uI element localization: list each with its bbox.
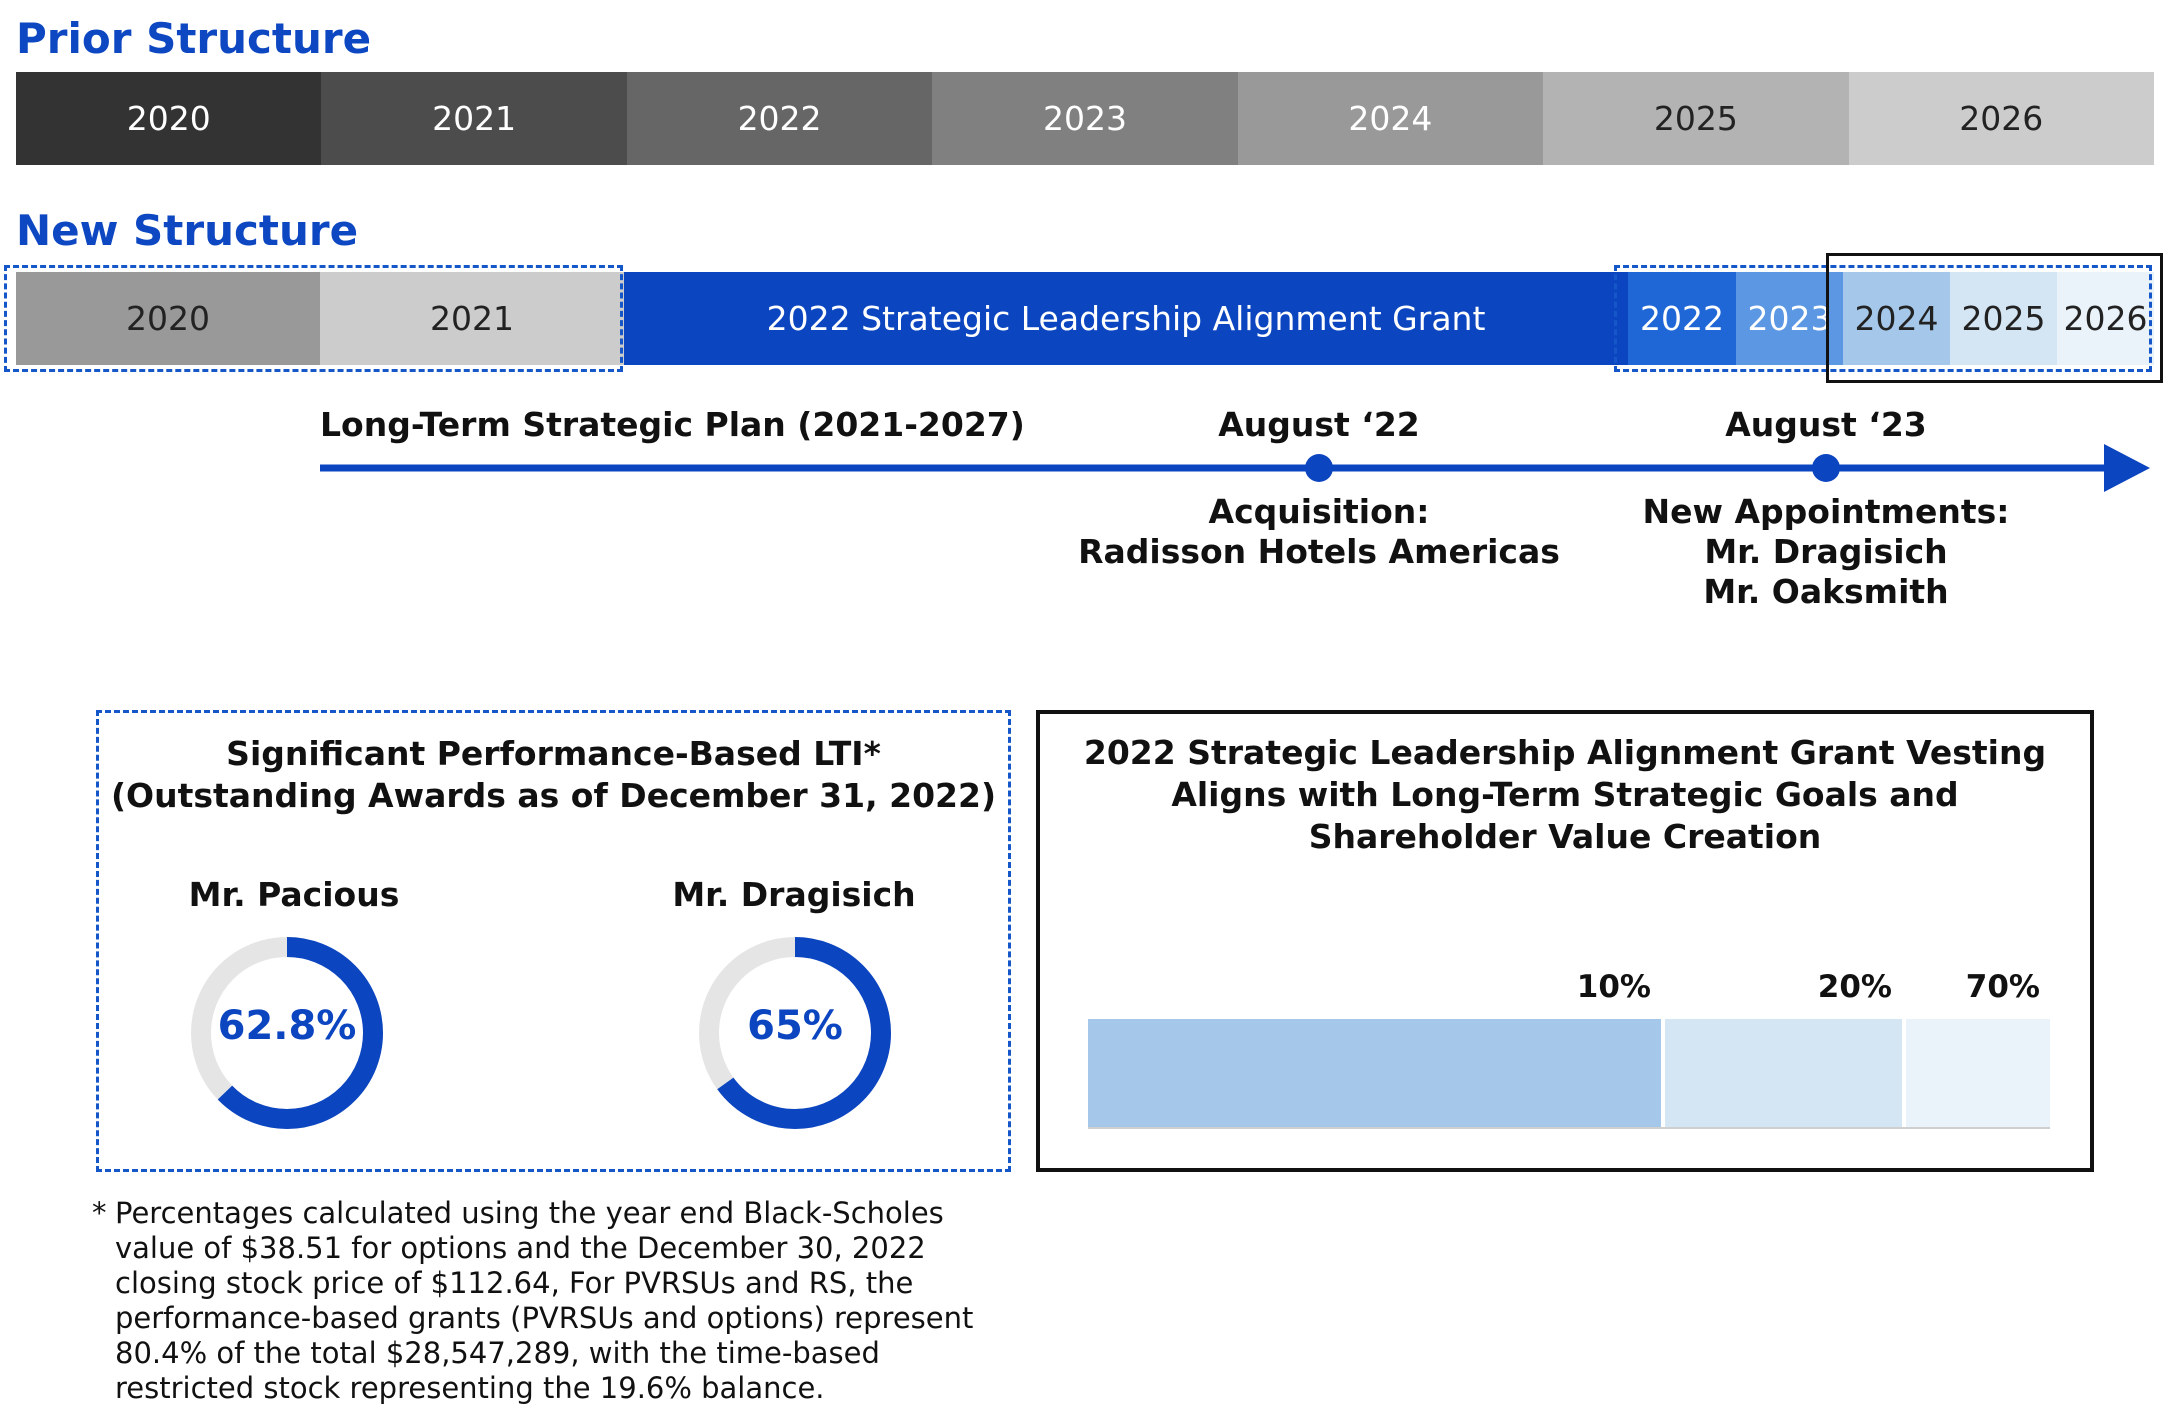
lti-title-line: (Outstanding Awards as of December 31, 2… (110, 776, 997, 815)
new-year-2020: 2020 (16, 272, 320, 365)
prior-year-label: 2020 (126, 99, 211, 138)
new-year-label: 2021 (430, 299, 514, 338)
dashed-outline-2022-2026 (1614, 265, 2152, 372)
prior-year-2025: 2025 (1543, 72, 1849, 165)
timeline-arrow (320, 444, 2150, 492)
footnote-line: Percentages calculated using the year en… (115, 1196, 944, 1230)
prior-year-2026: 2026 (1848, 72, 2154, 165)
donut-arc-pacious (191, 937, 383, 1129)
new-year-2025: 2025 (1950, 272, 2057, 365)
vesting-label-1: 10% (1576, 969, 1651, 1005)
vesting-labels: 10% 20% 70% (1088, 969, 2050, 1009)
prior-structure-title: Prior Structure (16, 14, 372, 63)
vesting-segment-2 (1665, 1019, 1902, 1127)
lti-panel: Significant Performance-Based LTI* (Outs… (96, 710, 1011, 1172)
vesting-segment-1 (1088, 1019, 1661, 1127)
event-line: Acquisition: (1208, 492, 1430, 531)
footnote-line: performance-based grants (PVRSUs and opt… (115, 1301, 974, 1335)
vesting-title-line: Aligns with Long-Term Strategic Goals an… (1171, 775, 1959, 814)
vesting-panel-title: 2022 Strategic Leadership Alignment Gran… (1040, 732, 2090, 858)
timeline-marker-aug23 (1812, 454, 1840, 482)
footnote-text: Percentages calculated using the year en… (115, 1196, 1035, 1406)
vesting-segment-3 (1906, 1019, 2050, 1127)
new-year-2022: 2022 (1628, 272, 1736, 365)
donut-chart-dragisich (699, 937, 891, 1129)
prior-year-label: 2025 (1653, 99, 1738, 138)
grant-label: 2022 Strategic Leadership Alignment Gran… (766, 299, 1486, 338)
event-date-aug23: August ‘23 (1725, 405, 1927, 444)
prior-year-label: 2022 (737, 99, 822, 138)
event-line: Radisson Hotels Americas (1078, 532, 1560, 571)
event-line: Mr. Dragisich (1704, 532, 1948, 571)
new-structure-title: New Structure (16, 206, 359, 255)
prior-structure-bar: 2020 2021 2022 2023 2024 2025 2026 (16, 72, 2154, 165)
new-year-label: 2023 (1747, 299, 1832, 338)
footnote-line: restricted stock representing the 19.6% … (115, 1371, 825, 1405)
vesting-title-line: 2022 Strategic Leadership Alignment Gran… (1083, 733, 2047, 772)
event-line: Mr. Oaksmith (1703, 572, 1949, 611)
prior-year-label: 2024 (1348, 99, 1433, 138)
new-year-2021: 2021 (320, 272, 624, 365)
donut-arc-dragisich (699, 937, 891, 1129)
footnote-line: 80.4% of the total $28,547,289, with the… (115, 1336, 880, 1370)
lti-panel-title: Significant Performance-Based LTI* (Outs… (99, 733, 1008, 817)
footnote-line: value of $38.51 for options and the Dece… (115, 1231, 926, 1265)
vesting-panel: 2022 Strategic Leadership Alignment Gran… (1036, 710, 2094, 1172)
donut-value-pacious: 62.8% (217, 1003, 357, 1049)
event-date-aug22: August ‘22 (1218, 405, 1420, 444)
solid-outline-2024-2026 (1826, 253, 2163, 383)
footnote-line: closing stock price of $112.64, For PVRS… (115, 1266, 914, 1300)
lti-title-line: Significant Performance-Based LTI* (226, 734, 881, 773)
strategic-grant-segment: 2022 Strategic Leadership Alignment Gran… (624, 272, 1628, 365)
vesting-label-2: 20% (1817, 969, 1892, 1005)
timeline-marker-aug22 (1305, 454, 1333, 482)
donut-value-dragisich: 65% (747, 1003, 843, 1049)
timeline-arrowhead (2104, 444, 2150, 492)
prior-year-label: 2026 (1959, 99, 2044, 138)
prior-year-label: 2023 (1042, 99, 1127, 138)
prior-year-2021: 2021 (321, 72, 627, 165)
event-desc-aug22: Acquisition: Radisson Hotels Americas (1019, 492, 1619, 572)
new-year-label: 2022 (1640, 299, 1724, 338)
new-year-2026: 2026 (2057, 272, 2154, 365)
prior-year-2023: 2023 (932, 72, 1238, 165)
event-line: New Appointments: (1642, 492, 2010, 531)
prior-year-2024: 2024 (1237, 72, 1544, 165)
vesting-title-line: Shareholder Value Creation (1308, 817, 1822, 856)
new-year-label: 2025 (1961, 299, 2046, 338)
footnote-marker: * (92, 1196, 107, 1230)
donut-chart-pacious (191, 937, 383, 1129)
new-year-2023: 2023 (1736, 272, 1843, 365)
new-structure-bar: 2020 2021 2022 Strategic Leadership Alig… (16, 272, 2154, 365)
dashed-outline-2020-2021 (4, 265, 623, 372)
donut-name-dragisich: Mr. Dragisich (672, 875, 916, 914)
event-desc-aug23: New Appointments: Mr. Dragisich Mr. Oaks… (1526, 492, 2126, 612)
vesting-baseline (1088, 1127, 2050, 1129)
new-year-2024: 2024 (1843, 272, 1950, 365)
strategic-plan-label: Long-Term Strategic Plan (2021-2027) (320, 405, 1025, 444)
vesting-label-3: 70% (1965, 969, 2040, 1005)
prior-year-2020: 2020 (16, 72, 322, 165)
new-year-label: 2026 (2063, 299, 2148, 338)
new-year-label: 2024 (1854, 299, 1939, 338)
prior-year-label: 2021 (432, 99, 517, 138)
prior-year-2022: 2022 (626, 72, 933, 165)
vesting-bar (1088, 1019, 2050, 1127)
new-year-label: 2020 (126, 299, 210, 338)
donut-name-pacious: Mr. Pacious (188, 875, 400, 914)
